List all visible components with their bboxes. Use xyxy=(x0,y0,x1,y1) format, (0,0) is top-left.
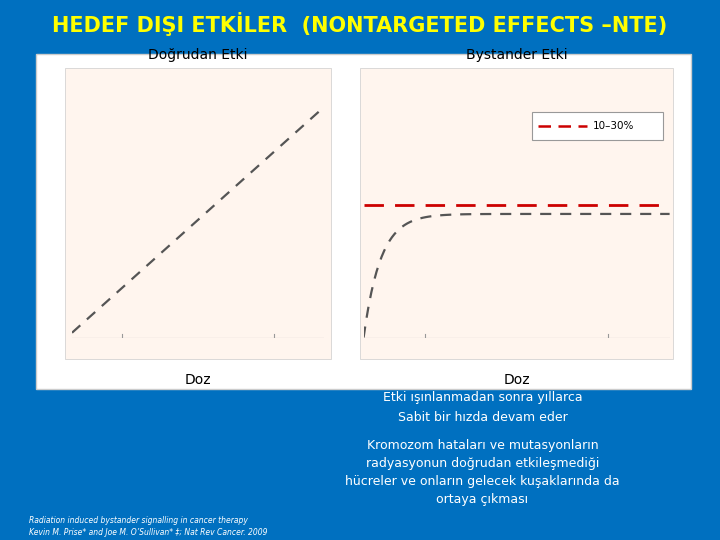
Text: Bystander Etki: Bystander Etki xyxy=(466,48,567,62)
Text: Kromozom hataları ve mutasyonların
radyasyonun doğrudan etkileşmediği
hücreler v: Kromozom hataları ve mutasyonların radya… xyxy=(345,439,620,506)
FancyBboxPatch shape xyxy=(36,54,691,389)
Text: Radiation induced bystander signalling in cancer therapy
Kevin M. Prise* and Joe: Radiation induced bystander signalling i… xyxy=(29,516,267,537)
Text: Doğrudan Etki: Doğrudan Etki xyxy=(148,48,248,62)
FancyBboxPatch shape xyxy=(360,68,673,359)
Bar xyxy=(532,112,664,140)
Text: Doz: Doz xyxy=(185,373,211,387)
Text: Doz: Doz xyxy=(503,373,530,387)
FancyBboxPatch shape xyxy=(65,68,331,359)
Text: HEDEF DIŞI ETKİLER  (NONTARGETED EFFECTS –NTE): HEDEF DIŞI ETKİLER (NONTARGETED EFFECTS … xyxy=(53,12,667,36)
Text: 10–30%: 10–30% xyxy=(593,121,634,131)
Text: Etki ışınlanmadan sonra yıllarca
Sabit bir hızda devam eder: Etki ışınlanmadan sonra yıllarca Sabit b… xyxy=(382,391,582,424)
